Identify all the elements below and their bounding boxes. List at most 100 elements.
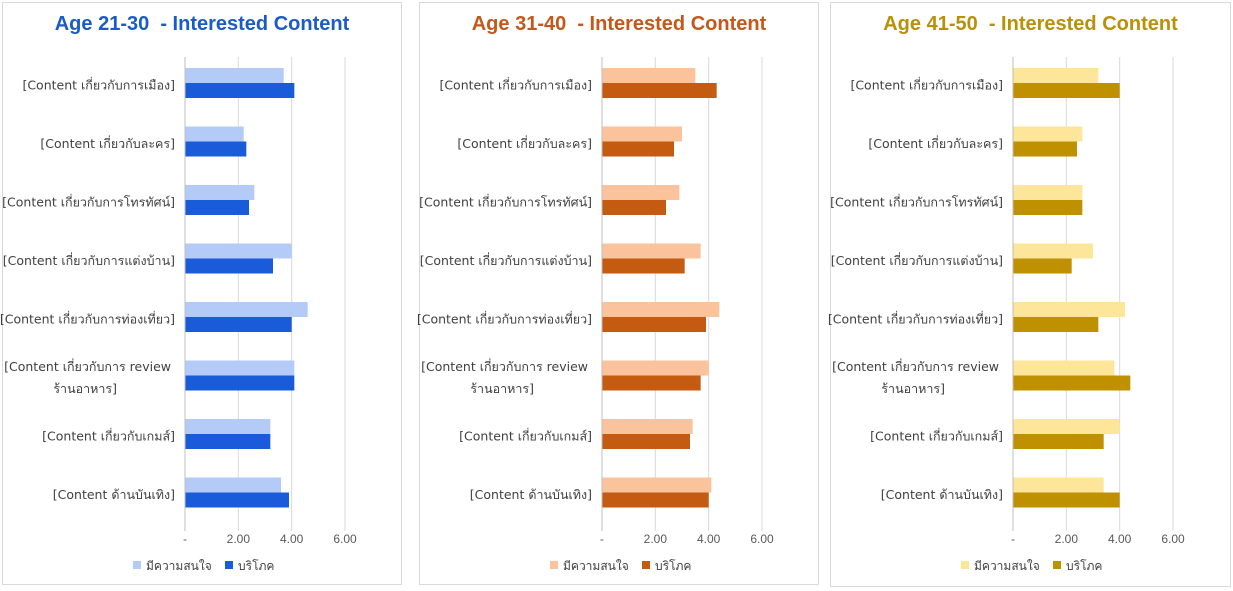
x-tick-label: 2.00 [644,532,668,546]
bar-consume [602,492,709,508]
legend-label: บริโภค [1066,559,1102,573]
x-tick-label: 4.00 [280,532,304,546]
bar-interest [602,360,709,376]
bar-interest [602,302,720,317]
bar-interest [185,302,308,317]
bar-interest [602,477,712,493]
chart-panel-age-31-40: Age 31-40 - Interested Content - 2.00 4.00… [417,2,819,585]
bar-interest [602,68,696,83]
category-label: [Content เกี่ยวกับเกมส์] [459,427,592,443]
category-label: [Content ด้านบันเทิง] [53,487,175,502]
category-label: [Content เกี่ยวกับการแต่งบ้าน] [831,252,1003,268]
bar-interest [1013,185,1083,200]
category-label: [Content เกี่ยวกับการท่องเที่ยว] [0,310,175,326]
bar-consume [602,317,706,332]
category-label: [Content เกี่ยวกับการ review ร้านอาหาร] [4,358,171,396]
category-label: [Content เกี่ยวกับการ review ร้านอาหาร] [832,358,999,396]
bar-interest [1013,68,1099,83]
bar-consume [1013,492,1120,508]
bar-consume [185,200,249,215]
category-label: [Content เกี่ยวกับละคร] [457,135,592,151]
legend-swatch [1053,561,1061,569]
category-label: [Content เกี่ยวกับการโทรทัศน์] [830,193,1003,209]
bar-interest [602,185,680,200]
legend-swatch [550,561,558,569]
bar-consume [185,375,295,391]
legend-label: บริโภค [238,559,274,573]
category-label: [Content เกี่ยวกับเกมส์] [42,427,175,443]
bar-consume [1013,83,1120,98]
legend-label: มีความสนใจ [563,559,629,573]
x-tick-label: - [183,532,187,546]
legend-swatch [642,561,650,569]
category-label: [Content เกี่ยวกับการโทรทัศน์] [419,193,592,209]
category-label: [Content เกี่ยวกับการเมือง] [850,76,1003,92]
bar-consume [602,83,717,98]
category-label: [Content เกี่ยวกับละคร] [40,135,175,151]
bar-consume [1013,200,1083,215]
category-label: [Content เกี่ยวกับการเมือง] [439,76,592,92]
category-label: [Content เกี่ยวกับการแต่งบ้าน] [3,252,175,268]
bar-interest [602,126,682,142]
bar-consume [1013,141,1077,157]
legend-swatch [961,561,969,569]
bar-interest [1013,419,1120,434]
chart-title: Age 21-30 - Interested Content [54,13,350,35]
x-tick-label: 2.00 [227,532,251,546]
legend-label: มีความสนใจ [146,559,212,573]
bar-consume [1013,375,1131,391]
x-tick-label: - [600,532,604,546]
category-label: [Content เกี่ยวกับละคร] [868,135,1003,151]
bar-consume [1013,258,1072,274]
x-tick-label: 4.00 [697,532,721,546]
bar-consume [185,141,247,157]
legend-swatch [133,561,141,569]
bar-interest [1013,302,1125,317]
bar-interest [1013,360,1115,376]
category-label: [Content ด้านบันเทิง] [470,487,592,502]
bar-interest [185,419,271,434]
chart-title: Age 41-50 - Interested Content [883,13,1178,35]
x-tick-label: 6.00 [333,532,357,546]
chart-panel-age-41-50: Age 41-50 - Interested Content - 2.00 4.00… [828,2,1231,587]
bar-consume [602,200,666,215]
bar-consume [185,434,271,449]
bar-consume [602,258,685,274]
x-tick-label: 4.00 [1108,532,1132,546]
bar-interest [185,243,292,259]
bar-consume [1013,434,1104,449]
bar-interest [185,477,281,493]
bar-interest [1013,477,1104,493]
bar-interest [185,360,295,376]
bar-interest [1013,126,1083,142]
category-label: [Content เกี่ยวกับการแต่งบ้าน] [420,252,592,268]
x-tick-label: 6.00 [1161,532,1185,546]
legend-label: บริโภค [655,559,691,573]
chart-panel-age-21-30: Age 21-30 - Interested Content - 2.00 4.00… [0,2,402,585]
bar-interest [185,68,284,83]
bar-consume [185,317,292,332]
category-label: [Content เกี่ยวกับเกมส์] [870,427,1003,443]
bar-interest [185,126,244,142]
category-label: [Content ด้านบันเทิง] [881,487,1003,502]
bar-consume [602,434,690,449]
bar-consume [602,375,701,391]
category-label: [Content เกี่ยวกับการท่องเที่ยว] [417,310,592,326]
x-tick-label: - [1011,532,1015,546]
x-tick-label: 2.00 [1055,532,1079,546]
category-label: [Content เกี่ยวกับการโทรทัศน์] [2,193,175,209]
bar-consume [602,141,674,157]
bar-chart-age-41-50: - 2.00 4.00 6.00 [Content เกี่ยวกับการเมือง]… [828,57,1185,573]
bar-chart-age-31-40: - 2.00 4.00 6.00 [Content เกี่ยวกับการเมือง]… [417,57,774,573]
legend-label: มีความสนใจ [974,559,1040,573]
bar-chart-age-21-30: - 2.00 4.00 6.00 [Content เกี่ยวกับการเมือง]… [0,57,357,573]
bar-consume [1013,317,1099,332]
bar-interest [602,243,701,259]
bar-consume [185,83,295,98]
category-label: [Content เกี่ยวกับการ review ร้านอาหาร] [421,358,588,396]
category-label: [Content เกี่ยวกับการเมือง] [22,76,175,92]
category-label: [Content เกี่ยวกับการท่องเที่ยว] [828,310,1003,326]
bar-interest [602,419,693,434]
bar-consume [185,258,273,274]
bar-interest [1013,243,1093,259]
